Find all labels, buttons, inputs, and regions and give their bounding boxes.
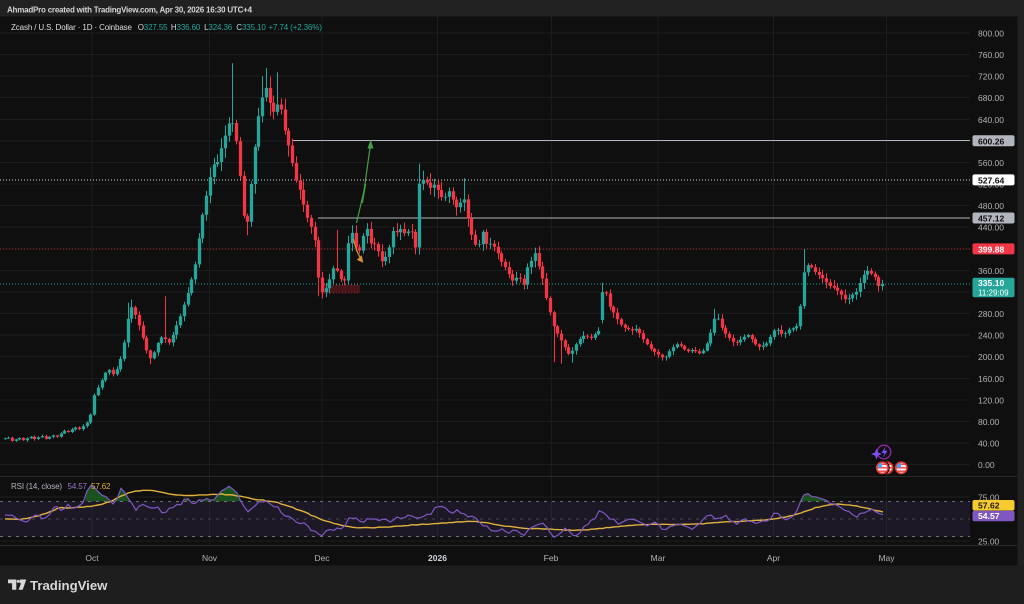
svg-text:O327.55: O327.55 xyxy=(138,23,168,32)
svg-text:Mar: Mar xyxy=(651,553,666,563)
svg-text:H336.60: H336.60 xyxy=(171,23,201,32)
svg-text:440.00: 440.00 xyxy=(978,223,1004,233)
svg-text:25.00: 25.00 xyxy=(978,537,1000,547)
svg-text:Nov: Nov xyxy=(202,553,218,563)
svg-text:280.00: 280.00 xyxy=(978,309,1004,319)
svg-text:399.88: 399.88 xyxy=(978,244,1005,254)
svg-text:800.00: 800.00 xyxy=(978,29,1004,39)
svg-text:720.00: 720.00 xyxy=(978,72,1004,82)
svg-text:680.00: 680.00 xyxy=(978,93,1004,103)
svg-text:80.00: 80.00 xyxy=(978,417,1000,427)
svg-text:RSI (14, close): RSI (14, close) xyxy=(11,482,62,491)
svg-text:75.00: 75.00 xyxy=(978,493,1000,503)
svg-text:Oct: Oct xyxy=(85,553,99,563)
svg-text:Feb: Feb xyxy=(544,553,559,563)
svg-text:Dec: Dec xyxy=(314,553,330,563)
svg-text:40.00: 40.00 xyxy=(978,439,1000,449)
svg-text:760.00: 760.00 xyxy=(978,50,1004,60)
svg-text:527.64: 527.64 xyxy=(978,175,1005,185)
svg-text:57.62: 57.62 xyxy=(978,501,1000,511)
svg-text:11:29:09: 11:29:09 xyxy=(978,288,1009,297)
svg-text:0.00: 0.00 xyxy=(978,460,995,470)
svg-text:360.00: 360.00 xyxy=(978,266,1004,276)
svg-text:240.00: 240.00 xyxy=(978,331,1004,341)
svg-text:160.00: 160.00 xyxy=(978,374,1004,384)
svg-text:54.57: 54.57 xyxy=(68,482,88,491)
svg-text:600.26: 600.26 xyxy=(978,136,1005,146)
svg-text:335.10: 335.10 xyxy=(978,278,1005,288)
svg-text:C335.10: C335.10 xyxy=(236,23,266,32)
svg-text:L324.36: L324.36 xyxy=(204,23,233,32)
svg-text:480.00: 480.00 xyxy=(978,201,1004,211)
svg-text:+7.74 (+2.36%): +7.74 (+2.36%) xyxy=(269,23,323,32)
svg-text:57.62: 57.62 xyxy=(91,482,111,491)
svg-text:2026: 2026 xyxy=(428,553,447,563)
svg-text:200.00: 200.00 xyxy=(978,352,1004,362)
svg-text:May: May xyxy=(878,553,895,563)
svg-text:Apr: Apr xyxy=(767,553,780,563)
svg-text:560.00: 560.00 xyxy=(978,158,1004,168)
svg-text:TradingView: TradingView xyxy=(30,578,108,593)
svg-text:457.12: 457.12 xyxy=(978,214,1005,224)
svg-text:120.00: 120.00 xyxy=(978,395,1004,405)
svg-text:AhmadPro created with TradingV: AhmadPro created with TradingView.com, A… xyxy=(7,6,253,15)
svg-text:640.00: 640.00 xyxy=(978,115,1004,125)
svg-text:Zcash / U.S. Dollar · 1D · Coi: Zcash / U.S. Dollar · 1D · Coinbase xyxy=(11,23,133,32)
svg-text:54.57: 54.57 xyxy=(978,511,1000,521)
